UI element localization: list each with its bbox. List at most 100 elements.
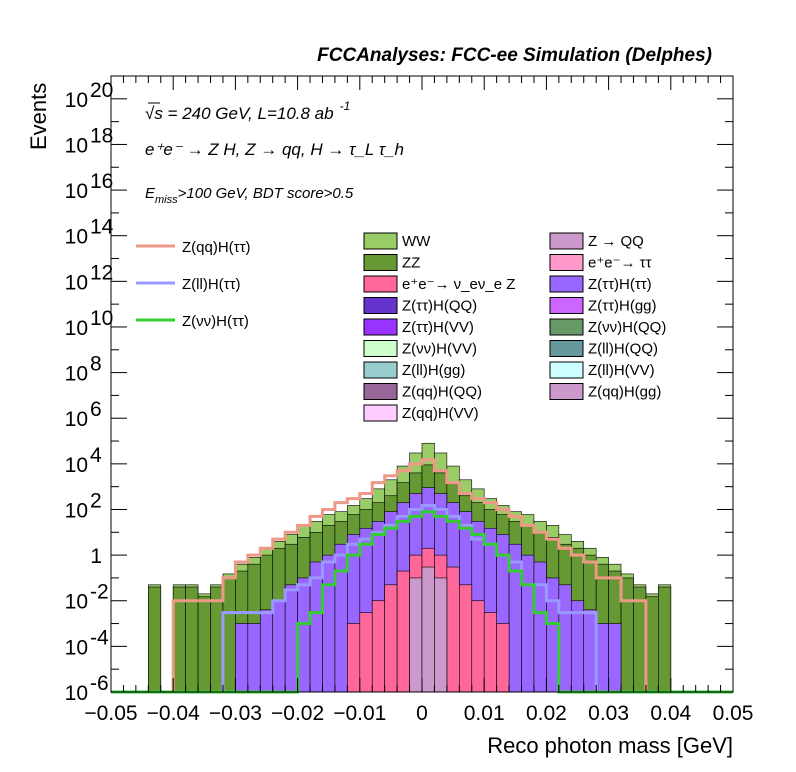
x-tick-label-3: −0.02 [271,702,324,725]
legend-box-label-c1-2: e⁺e⁻→ ν_eν_e Z [402,276,515,293]
y-tick-label-6: 10 [65,363,88,386]
energy-text: √s = 240 GeV, L=10.8 ab [145,104,334,123]
bar-stack2-bin17 [322,554,336,693]
y-tick-exponent-5: 10 [90,307,113,330]
bar-stack3-bin27 [446,566,460,693]
bar-stack1-bin42 [633,586,647,693]
legend-box-label-c1-4: Z(ττ)H(VV) [402,319,474,336]
cut-post: >100 GeV, BDT score>0.5 [178,185,354,202]
bar-stack1-bin8 [210,586,224,693]
legend-box-label-c1-3: Z(ττ)H(QQ) [402,298,477,315]
x-tick-label-6: 0.01 [464,702,505,725]
bar-stack1-bin43 [645,596,659,693]
legend-box-c1-0 [363,232,398,250]
bar-stack2-bin33 [521,554,535,693]
energy-annotation: √s = 240 GeV, L=10.8 ab -1 [145,99,350,123]
legend-box-label-c2-4: Z(νν)H(QQ) [588,319,666,336]
series-line-1 [111,503,733,694]
y-tick-label-7: 10 [65,408,88,431]
bar-stack1-bin3 [148,586,162,693]
y-tick-label-1: 10 [65,134,88,157]
y-tick-label-4: 10 [65,271,88,294]
legend-box-c2-3 [549,297,584,314]
legend-box-c2-1 [549,254,584,271]
bar-stack1-bin44 [658,586,672,693]
bar-stack2-bin36 [558,584,572,693]
y-tick-exponent-9: 2 [90,489,102,512]
x-tick-label-1: −0.04 [147,702,200,725]
legend-box-c2-6 [549,361,584,379]
bar-stack3-bin29 [471,600,485,693]
legend-box-c1-4 [363,318,398,336]
legend-box-label-c1-6: Z(ll)H(gg) [402,362,465,379]
bar-stack3-bin20 [359,612,373,693]
process-annotation: e⁺e⁻ → Z H, Z → qq, H → τ_L τ_h [145,140,404,159]
bar-stack1-bin9 [222,577,236,693]
legend-box-c1-8 [363,404,398,422]
legend-box-label-c2-1: e⁺e⁻→ ττ [588,255,652,272]
cut-annotation: Emiss>100 GeV, BDT score>0.5 [145,185,354,206]
x-tick-label-5: 0 [416,702,428,725]
legend-box-label-c2-2: Z(ττ)H(ττ) [588,276,652,293]
y-tick-label-0: 10 [65,89,88,112]
x-tick-label-2: −0.03 [209,702,262,725]
legend-box-c2-4 [549,318,584,336]
legend-box-c1-2 [363,275,398,293]
bar-stack4-bin25 [421,566,435,693]
legend-box-c2-5 [549,340,584,357]
bar-stack3-bin22 [384,584,398,693]
legend-box-c1-1 [363,254,398,271]
energy-exponent: -1 [340,99,351,113]
legend-line-label-1: Z(ll)H(ττ) [182,276,241,293]
x-tick-label-10: 0.05 [713,702,754,725]
bar-stack2-bin10 [235,623,249,693]
x-tick-label-8: 0.03 [588,702,629,725]
y-tick-label-10: 1 [90,545,102,568]
y-tick-exponent-13: -6 [90,672,109,695]
bar-stack1-bin5 [172,586,186,693]
bar-stack3-bin19 [347,623,361,693]
bar-stack4-bin26 [434,577,448,693]
bar-stack2-bin16 [309,561,323,693]
x-axis-ticks: −0.05 −0.04 −0.03 −0.02 −0.01 0 0.01 0.02 0.03 0.… [84,76,753,725]
bar-stack3-bin23 [396,570,410,693]
y-tick-label-2: 10 [65,180,88,203]
y-tick-exponent-1: 18 [90,124,113,147]
bar-stack3-bin28 [459,584,473,693]
bar-stack2-bin37 [570,600,585,693]
bar-stack2-bin12 [259,609,274,693]
y-tick-label-3: 10 [65,226,88,249]
bar-stack2-bin11 [247,623,261,693]
y-tick-exponent-2: 16 [90,170,113,193]
bar-stack3-bin30 [483,612,497,693]
y-tick-exponent-0: 20 [90,79,113,102]
bar-stack2-bin35 [546,577,560,693]
chart-title: FCCAnalyses: FCC-ee Simulation (Delphes) [317,45,712,66]
legend: Z(qq)H(ττ) Z(ll)H(ττ) Z(νν)H(ττ) WW ZZ e⁺e⁻→ … [136,232,666,422]
x-tick-label-7: 0.02 [526,702,567,725]
x-tick-label-9: 0.04 [650,702,691,725]
legend-box-label-c2-5: Z(ll)H(QQ) [588,341,658,358]
legend-box-label-c2-6: Z(ll)H(VV) [588,362,655,379]
legend-box-label-c1-1: ZZ [402,255,420,272]
y-axis-label: Events [26,83,51,150]
y-tick-exponent-7: 6 [90,398,102,421]
legend-line-label-2: Z(νν)H(ττ) [182,313,249,330]
series-line-0 [111,458,733,694]
y-tick-label-8: 10 [65,454,88,477]
bar-stack2-bin40 [608,623,622,693]
y-tick-exponent-8: 4 [90,444,102,467]
bar-stack2-bin34 [533,561,547,693]
x-tick-label-4: −0.01 [333,702,386,725]
bar-stack2-bin39 [595,623,609,693]
bar-stack2-bin13 [272,600,286,693]
y-tick-label-11: 10 [65,591,88,614]
bar-stack2-bin14 [284,584,298,693]
legend-box-c2-2 [549,275,584,293]
legend-box-c1-6 [363,361,398,379]
y-tick-exponent-12: -4 [90,626,109,649]
bar-stack4-bin24 [409,577,423,693]
